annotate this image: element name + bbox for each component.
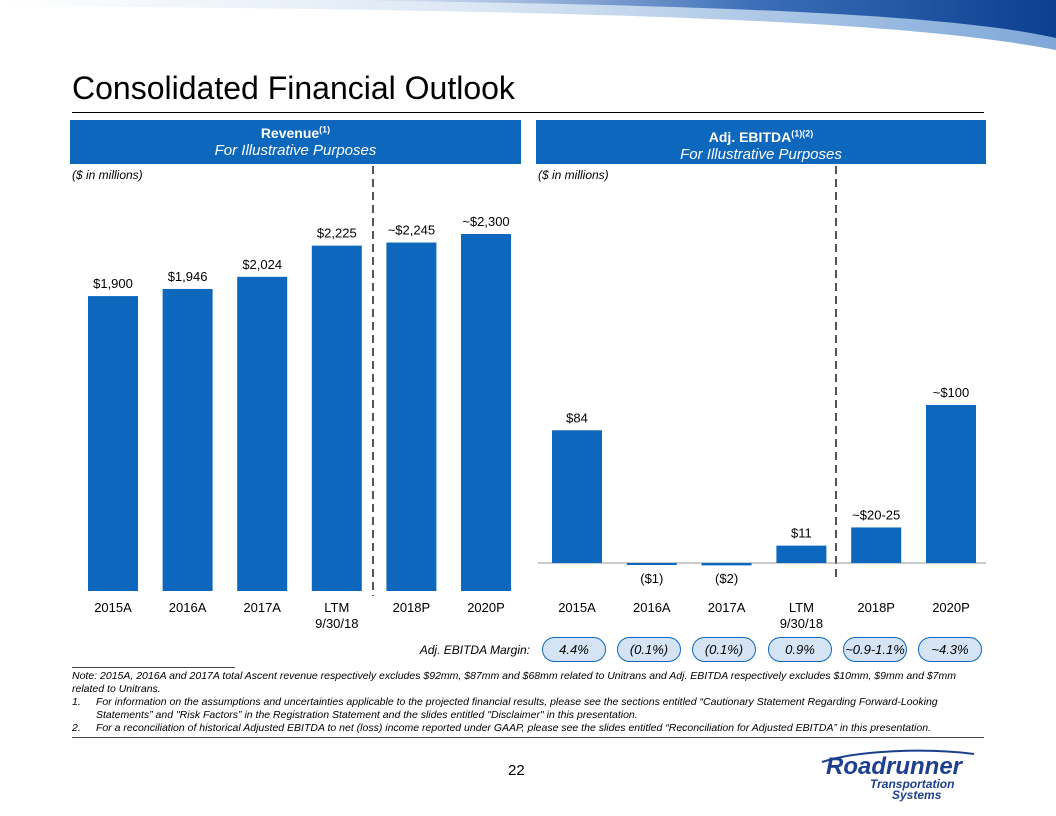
margin-pill: ~0.9-1.1% (843, 637, 907, 662)
header-swoosh (0, 0, 1056, 50)
notes-divider (72, 667, 235, 668)
ebitda-x-tick-label: 2016A (633, 600, 671, 615)
margin-pill: 4.4% (542, 637, 606, 662)
revenue-title: Revenue (260, 125, 320, 141)
title-divider (72, 112, 984, 113)
revenue-bar (237, 276, 288, 591)
ebitda-x-tick-label: 2017A (708, 600, 746, 615)
revenue-bar (461, 234, 511, 591)
charts-canvas: $1,900 2015A $1,946 2016A $2,024 2017A $2,225 L… (88, 166, 986, 631)
revenue-data-label: $1,900 (93, 276, 133, 291)
logo-line-3: Systems (892, 788, 942, 802)
footnote-number: 1. (72, 696, 81, 708)
page-number: 22 (508, 762, 525, 779)
revenue-x-tick-label: LTM (324, 600, 349, 615)
ebitda-data-label: $11 (791, 526, 812, 541)
ebitda-data-label: ~$20-25 (852, 507, 900, 522)
ebitda-x-tick-label: 2018P (857, 600, 895, 615)
ebitda-subtitle: For Illustrative Purposes (680, 146, 842, 163)
revenue-data-label: $2,024 (242, 257, 282, 272)
notes-section: Note: 2015A, 2016A and 2017A total Ascen… (72, 670, 986, 735)
margin-pill: ~4.3% (918, 637, 982, 662)
ebitda-x-tick-label: 9/30/18 (780, 616, 823, 631)
ebitda-data-label: ($1) (640, 571, 663, 586)
revenue-x-tick-label: 2017A (243, 600, 281, 615)
revenue-subtitle: For Illustrative Purposes (214, 142, 377, 159)
revenue-bar (386, 242, 437, 591)
ebitda-units: ($ in millions) (538, 168, 609, 182)
ebitda-data-label: $84 (566, 410, 588, 425)
revenue-bar (311, 245, 362, 592)
ebitda-title: Adj. EBITDA (708, 129, 792, 145)
logo-line-1: Roadrunner (826, 753, 964, 780)
ebitda-margin-label: Adj. EBITDA Margin: (419, 643, 530, 657)
margin-pill: 0.9% (768, 637, 832, 662)
ebitda-x-tick-label: 2015A (558, 600, 596, 615)
footnote-1: 1. For information on the assumptions an… (72, 696, 986, 722)
revenue-x-tick-label: 2020P (467, 600, 505, 615)
margin-pill: (0.1%) (692, 637, 756, 662)
revenue-data-label: $1,946 (168, 269, 208, 284)
margin-pill: (0.1%) (617, 637, 681, 662)
ebitda-data-label: ~$100 (933, 385, 970, 400)
page-title: Consolidated Financial Outlook (72, 70, 515, 106)
revenue-data-label: $2,225 (317, 226, 357, 241)
revenue-x-tick-label: 2018P (393, 600, 431, 615)
ebitda-bar (626, 563, 677, 565)
revenue-title-superscript: (1) (319, 124, 331, 135)
ebitda-title-superscript: (1)(2) (791, 128, 814, 139)
revenue-x-tick-label: 2016A (169, 600, 207, 615)
revenue-x-tick-label: 2015A (94, 600, 132, 615)
ebitda-data-label: ($2) (715, 571, 738, 586)
ebitda-bar (851, 527, 902, 563)
ebitda-x-tick-label: LTM (789, 600, 814, 615)
revenue-units: ($ in millions) (72, 168, 143, 182)
ebitda-bar (701, 563, 752, 566)
revenue-data-label: ~$2,245 (388, 223, 435, 238)
ebitda-panel-header: Adj. EBITDA(1)(2) For Illustrative Purpo… (536, 120, 986, 164)
revenue-bar (88, 296, 138, 591)
footnote-text: For information on the assumptions and u… (96, 696, 938, 721)
ebitda-x-tick-label: 2020P (932, 600, 970, 615)
revenue-panel-header: Revenue(1) For Illustrative Purposes (70, 120, 521, 164)
revenue-bar (162, 288, 213, 591)
ebitda-bar (926, 405, 976, 563)
footer-divider (72, 737, 984, 738)
revenue-x-tick-label: 9/30/18 (315, 616, 358, 631)
note-text: Note: 2015A, 2016A and 2017A total Ascen… (72, 670, 957, 695)
footnote-number: 2. (72, 722, 81, 734)
revenue-data-label: ~$2,300 (462, 214, 509, 229)
logo-line-2: Transportation (870, 777, 954, 791)
ebitda-bar (776, 545, 827, 563)
footnote-2: 2. For a reconciliation of historical Ad… (72, 722, 986, 735)
company-logo: Roadrunner Transportation Systems (821, 749, 975, 802)
footnote-text: For a reconciliation of historical Adjus… (96, 722, 931, 734)
ebitda-bar (552, 430, 602, 563)
